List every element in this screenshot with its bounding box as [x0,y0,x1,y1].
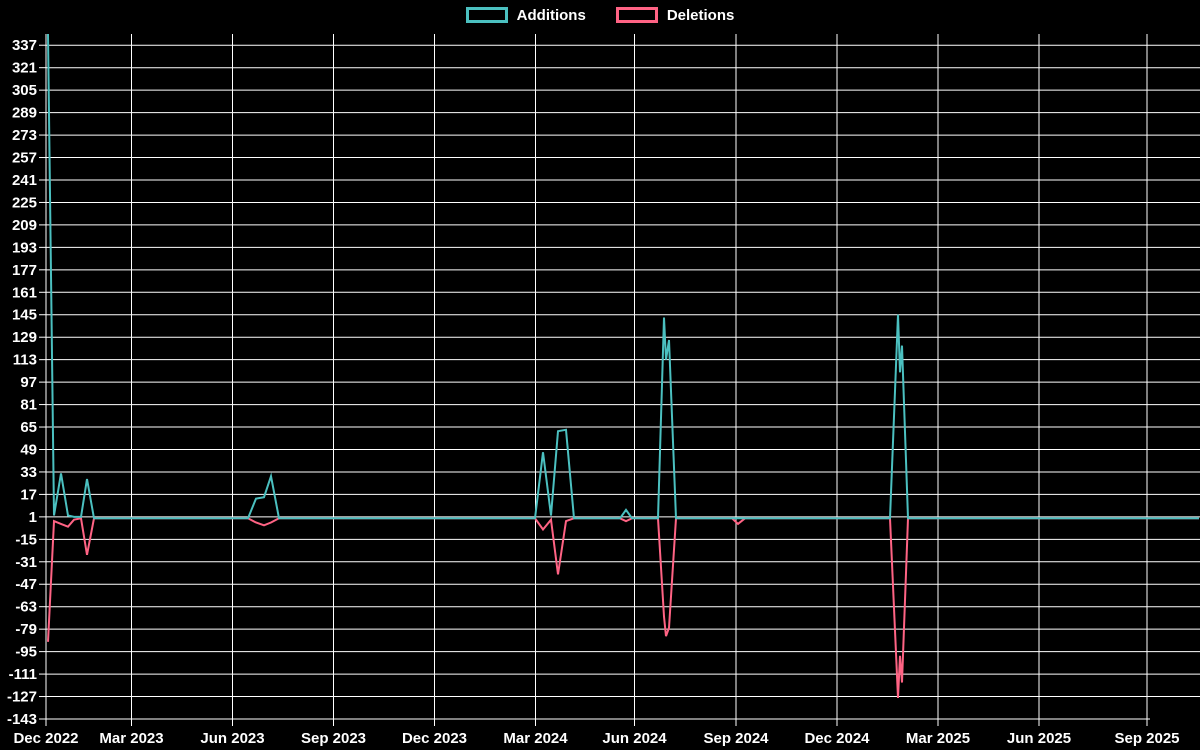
x-tick-label: Dec 2024 [804,730,870,747]
additions-swatch-icon [465,7,508,23]
y-tick-label: 257 [12,150,37,167]
additions-line [47,33,1199,520]
y-tick-label: -111 [9,666,37,683]
y-tick-label: 177 [12,262,37,279]
y-tick-label: 81 [20,397,37,414]
y-tick-label: 113 [13,352,37,369]
x-tick-label: Jun 2024 [602,730,667,747]
y-tick-label: 1 [29,509,37,526]
y-tick-label: 33 [20,464,37,481]
y-tick-label: 193 [12,239,37,256]
x-tick-label: Mar 2025 [906,730,970,747]
y-tick-label: -79 [15,621,37,638]
x-tick-labels: Dec 2022 Mar 2023 Jun 2023 Sep 2023 Dec 2023… [13,730,1179,747]
y-tick-label: -143 [7,711,37,728]
y-tick-label: 289 [12,105,37,122]
y-tick-label: 17 [20,486,37,503]
x-tick-label: Sep 2024 [703,730,769,747]
y-tick-label: -31 [15,554,37,571]
y-tick-label: -15 [15,531,37,548]
y-tick-label: -63 [15,599,37,616]
x-tick-label: Dec 2022 [13,730,78,747]
y-tick-label: 321 [12,60,37,77]
x-gridlines [45,34,1148,726]
legend-label-additions: Additions [516,6,586,24]
y-tick-label: 305 [12,82,37,99]
x-tick-label: Sep 2023 [301,730,366,747]
x-tick-label: Dec 2023 [402,730,467,747]
x-tick-label: Jun 2023 [200,730,264,747]
y-gridlines [39,44,1200,720]
x-tick-label: Mar 2024 [503,730,568,747]
y-tick-label: 337 [12,37,37,54]
y-tick-label: -127 [7,689,37,706]
deletions-line [47,517,1199,698]
x-tick-label: Sep 2025 [1114,730,1179,747]
y-tick-label: 49 [20,441,37,458]
y-tick-label: 145 [12,307,37,324]
y-tick-label: 241 [12,172,37,189]
x-tick-label: Jun 2025 [1007,730,1071,747]
y-tick-label: 161 [12,284,37,301]
y-tick-label: 129 [12,329,37,346]
x-tick-label: Mar 2023 [99,730,163,747]
y-tick-label: -95 [15,644,37,661]
y-tick-label: 65 [20,419,37,436]
chart-legend: Additions Deletions [0,7,1200,23]
y-tick-label: 97 [20,374,37,391]
legend-label-deletions: Deletions [666,6,735,24]
y-tick-label: 225 [12,194,37,211]
deletions-swatch-icon [615,7,658,23]
y-tick-labels: 337 321 305 289 273 257 241 225 209 193 177 161 145 1… [7,37,37,728]
legend-item-additions[interactable]: Additions [465,6,586,24]
legend-item-deletions[interactable]: Deletions [615,6,735,24]
y-tick-label: -47 [15,576,37,593]
y-tick-label: 273 [12,127,37,144]
y-tick-label: 209 [12,217,37,234]
